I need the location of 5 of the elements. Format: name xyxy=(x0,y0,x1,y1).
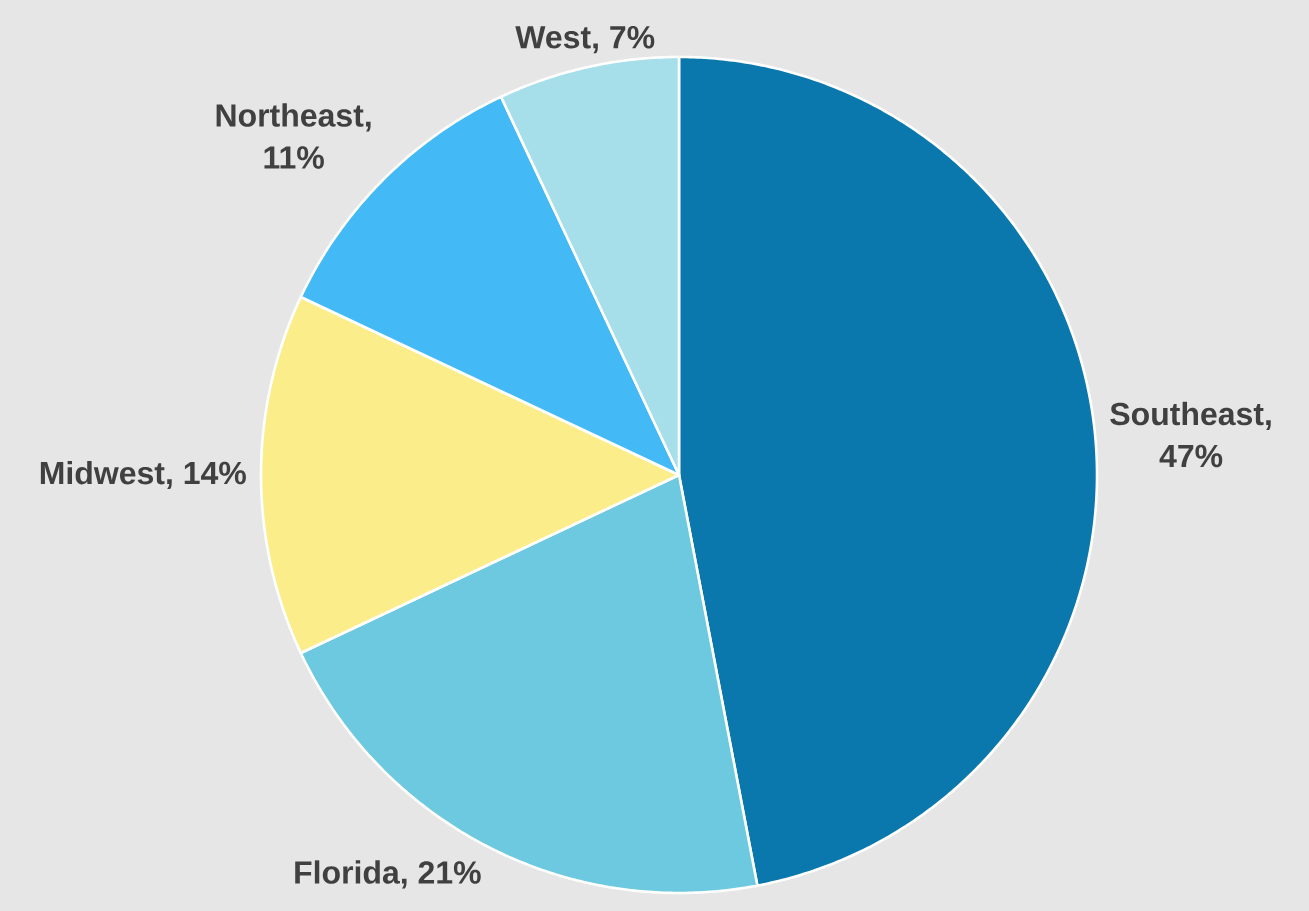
slice-label: Florida, 21% xyxy=(295,860,481,889)
slice-label: West, 7% xyxy=(515,25,655,54)
slice-label: Southeast, 47% xyxy=(1110,401,1271,468)
slice-label: Midwest, 14% xyxy=(40,460,246,490)
slice-label: Northeast, 11% xyxy=(216,103,371,169)
